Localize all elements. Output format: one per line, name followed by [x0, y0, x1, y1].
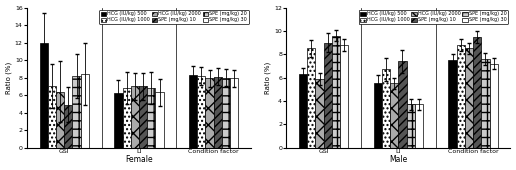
X-axis label: Female: Female — [125, 155, 153, 164]
Bar — [40, 44, 48, 148]
Bar — [332, 36, 340, 148]
Bar — [64, 105, 72, 148]
Bar — [390, 83, 398, 148]
Bar — [415, 105, 423, 148]
Bar — [382, 69, 390, 148]
Bar — [131, 86, 139, 148]
Bar — [398, 61, 407, 148]
X-axis label: Male: Male — [389, 155, 408, 164]
Bar — [315, 79, 324, 148]
Bar — [465, 48, 473, 148]
Bar — [80, 74, 89, 148]
Y-axis label: Ratio (%): Ratio (%) — [265, 62, 271, 94]
Bar — [324, 42, 332, 148]
Bar — [115, 93, 122, 148]
Bar — [481, 59, 490, 148]
Bar — [407, 105, 415, 148]
Bar — [205, 79, 214, 148]
Bar — [189, 75, 197, 148]
Bar — [340, 45, 348, 148]
Bar — [147, 88, 155, 148]
Bar — [230, 79, 238, 148]
Bar — [214, 77, 222, 148]
Bar — [307, 48, 315, 148]
Bar — [473, 37, 481, 148]
Y-axis label: Ratio (%): Ratio (%) — [6, 62, 12, 94]
Bar — [222, 78, 230, 148]
Bar — [122, 88, 131, 148]
Bar — [56, 92, 64, 148]
Legend: HCG (IU/kg) 500, HCG (IU/kg) 1000, HCG (IU/kg) 2000, SPE (mg/kg) 10, SPE (mg/kg): HCG (IU/kg) 500, HCG (IU/kg) 1000, HCG (… — [359, 10, 508, 24]
Bar — [299, 74, 307, 148]
Bar — [457, 45, 465, 148]
Bar — [155, 92, 164, 148]
Bar — [72, 76, 80, 148]
Bar — [374, 83, 382, 148]
Legend: HCG (IU/kg) 500, HCG (IU/kg) 1000, HCG (IU/kg) 2000, SPE (mg/kg) 10, SPE (mg/kg): HCG (IU/kg) 500, HCG (IU/kg) 1000, HCG (… — [99, 10, 249, 24]
Bar — [490, 64, 498, 148]
Bar — [48, 86, 56, 148]
Bar — [139, 86, 147, 148]
Bar — [197, 76, 205, 148]
Bar — [448, 60, 457, 148]
